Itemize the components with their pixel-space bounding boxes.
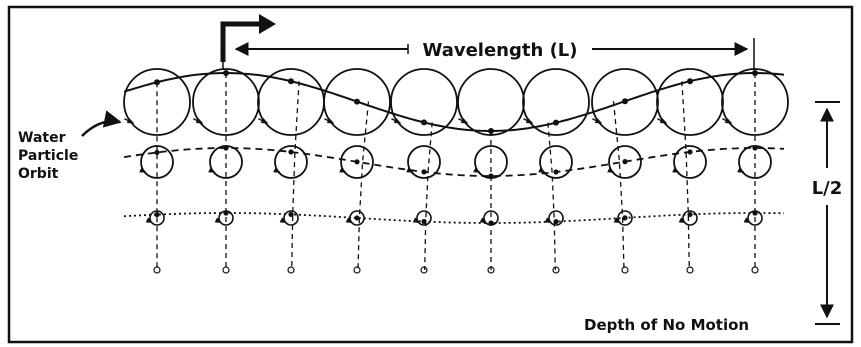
orbit-circle <box>539 145 573 179</box>
orbit-motion-arrow <box>672 167 680 173</box>
phase-line <box>291 81 300 271</box>
half-wavelength-label: L/2 <box>812 178 843 199</box>
orbit-label-line3: Orbit <box>18 166 59 182</box>
water-particle <box>354 159 360 165</box>
phase-line <box>681 81 690 271</box>
water-particle <box>288 211 294 218</box>
orbit-motion-arrow <box>412 217 421 224</box>
orbit-motion-arrow <box>193 117 204 124</box>
phase-line <box>612 101 625 271</box>
orbit-circle <box>287 266 295 274</box>
orbit-motion-arrow <box>279 217 288 224</box>
orbit-motion-arrow <box>592 117 603 124</box>
orbit-circles <box>123 68 789 274</box>
orbit-circle <box>340 145 374 179</box>
orbit-label-line1: Water <box>18 130 66 146</box>
orbit-motion-arrow <box>678 217 687 224</box>
propagation-arrow-head <box>259 14 276 34</box>
orbit-motion-arrow <box>473 167 481 173</box>
orbit-circle <box>656 68 724 136</box>
orbit-circle <box>123 68 191 136</box>
water-particle <box>687 211 693 218</box>
orbit-circle <box>751 266 759 274</box>
orbit-motion-arrow <box>722 117 733 124</box>
orbit-circle <box>353 266 361 274</box>
orbit-motion-arrow <box>406 167 414 173</box>
diagram-frame <box>7 5 854 344</box>
orbit-motion-arrow <box>458 117 469 124</box>
orbit-circle <box>673 145 707 179</box>
water-particle <box>553 169 559 175</box>
water-particle <box>421 169 427 175</box>
water-particle <box>154 211 160 218</box>
orbit-motion-arrow <box>208 167 216 173</box>
orbit-motion-arrow <box>214 217 223 224</box>
orbit-circle <box>274 145 308 179</box>
orbit-circle <box>522 68 590 136</box>
orbit-motion-arrow <box>613 217 622 224</box>
orbit-motion-arrow <box>124 117 135 124</box>
phase-line <box>357 101 370 271</box>
orbit-circle <box>323 68 391 136</box>
orbit-label-pointer <box>81 110 122 137</box>
orbit-circle <box>621 266 629 274</box>
orbit-circle <box>686 266 694 274</box>
orbit-motion-arrow <box>258 117 269 124</box>
orbit-circle <box>390 68 458 136</box>
orbit-motion-arrow <box>544 217 553 224</box>
orbit-motion-arrow <box>145 217 154 224</box>
wavelength-label: Wavelength (L) <box>423 40 578 61</box>
water-particle <box>154 149 160 156</box>
orbit-motion-arrow <box>345 217 354 224</box>
orbit-motion-arrow <box>657 117 668 124</box>
orbit-circle <box>407 145 441 179</box>
depth-of-no-motion-label: Depth of No Motion <box>584 316 749 334</box>
orbit-motion-arrow <box>743 217 752 224</box>
orbit-motion-arrow <box>139 167 147 173</box>
particle-phase-lines <box>156 73 756 271</box>
orbit-motion-arrow <box>324 117 335 124</box>
orbit-circle <box>457 68 525 136</box>
orbit-motion-arrow <box>479 217 488 224</box>
orbit-motion-arrow <box>339 167 347 173</box>
water-particle <box>622 98 628 105</box>
orbit-circle <box>192 68 260 136</box>
wave-profile-level-1 <box>123 72 785 132</box>
water-particle <box>622 159 628 165</box>
orbit-circle <box>591 68 659 136</box>
orbit-motion-arrow <box>391 117 402 124</box>
orbit-circle <box>721 68 789 136</box>
orbit-circle <box>552 266 560 274</box>
wave-profile-level-2 <box>123 147 785 177</box>
orbit-motion-arrow <box>538 167 546 173</box>
water-particle <box>354 98 360 105</box>
water-particle <box>488 127 494 134</box>
water-particle <box>622 215 628 221</box>
phase-line <box>424 122 433 271</box>
wave-surfaces <box>123 72 785 224</box>
orbit-motion-arrow <box>737 167 745 173</box>
water-particle <box>687 149 693 155</box>
orbit-label-line2: Particle <box>18 148 78 164</box>
orbit-circle <box>608 145 642 179</box>
water-particle <box>421 119 427 126</box>
orbit-motion-arrow <box>607 167 615 173</box>
phase-line <box>547 122 556 271</box>
water-particle <box>488 173 494 179</box>
water-particle <box>288 149 294 155</box>
orbit-motion-arrow <box>273 167 281 173</box>
water-particle <box>288 78 294 85</box>
orbit-motion-arrow <box>523 117 534 124</box>
orbit-circle <box>420 266 428 274</box>
wave-profile-level-3 <box>123 212 785 224</box>
orbit-circle <box>153 266 161 274</box>
water-particle <box>687 78 693 85</box>
orbit-circle <box>222 266 230 274</box>
water-particle <box>354 215 360 221</box>
water-particle <box>553 119 559 126</box>
propagation-direction-arrow <box>220 21 262 62</box>
